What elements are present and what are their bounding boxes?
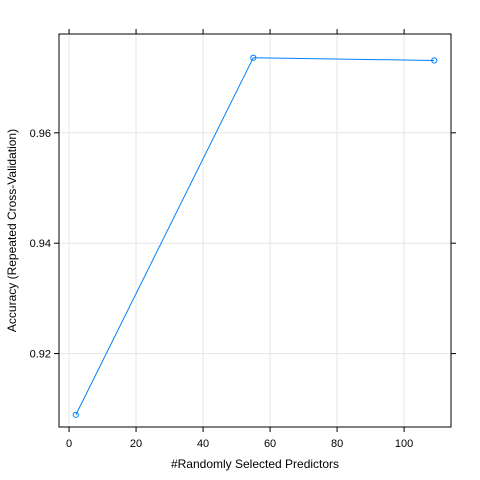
data-point <box>72 411 79 418</box>
x-axis-title: #Randomly Selected Predictors <box>171 457 339 471</box>
plot-frame <box>58 33 452 428</box>
y-tick-label: 0.92 <box>30 349 51 361</box>
data-point <box>431 57 438 64</box>
y-axis-title: Accuracy (Repeated Cross-Validation) <box>5 129 19 332</box>
x-tick-label: 40 <box>197 438 209 450</box>
x-tick-label: 60 <box>264 438 276 450</box>
data-point <box>250 54 257 61</box>
x-tick-label: 20 <box>130 438 142 450</box>
series-line <box>75 57 435 416</box>
x-tick-label: 0 <box>66 438 72 450</box>
series <box>72 54 438 418</box>
ticks: 0 20 40 60 80 100 0.92 0.94 0.96 <box>30 29 456 450</box>
x-tick-label: 100 <box>395 438 413 450</box>
y-tick-label: 0.94 <box>30 238 51 250</box>
x-tick-label: 80 <box>331 438 343 450</box>
y-tick-label: 0.96 <box>30 128 51 140</box>
grid <box>59 34 451 427</box>
